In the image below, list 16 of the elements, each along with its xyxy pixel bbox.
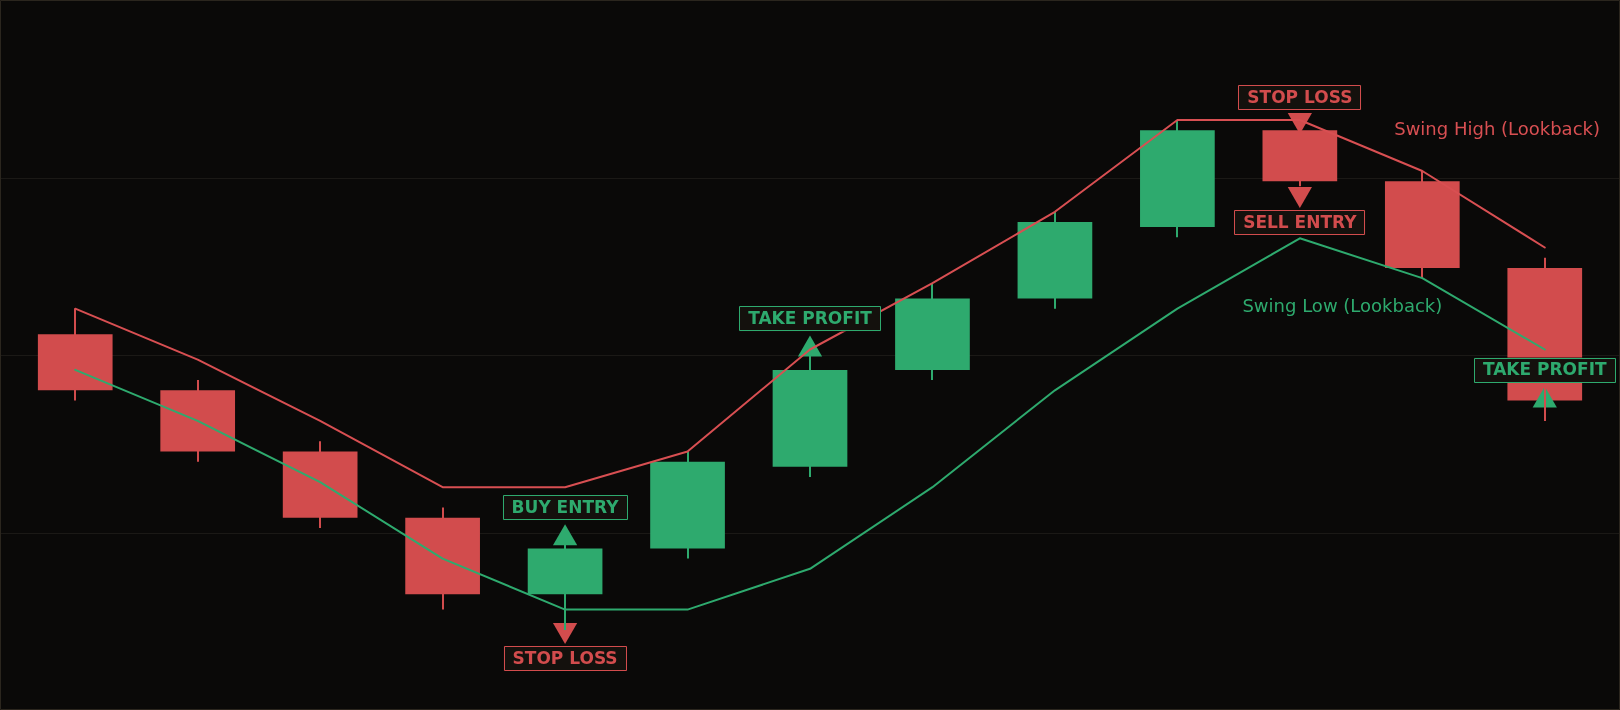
text: TAKE PROFIT [1482, 359, 1607, 380]
candlestick [282, 441, 358, 528]
series-label: TAKE PROFIT [748, 308, 873, 329]
candlestick [1017, 211, 1093, 309]
series-label: STOP LOSS [512, 647, 618, 668]
series-label: Swing High (Lookback) [1394, 118, 1600, 139]
candlestick [895, 283, 970, 381]
candlestick [650, 451, 725, 559]
candlestick [160, 380, 236, 462]
series-label: BUY ENTRY [511, 497, 620, 518]
candlestick [1384, 171, 1460, 279]
candlestick [405, 507, 480, 610]
text: STOP LOSS [1247, 86, 1353, 107]
series-label: Swing Low (Lookback) [1242, 295, 1443, 317]
series-label: SELL ENTRY [1243, 211, 1358, 232]
candlestick [1140, 120, 1215, 238]
